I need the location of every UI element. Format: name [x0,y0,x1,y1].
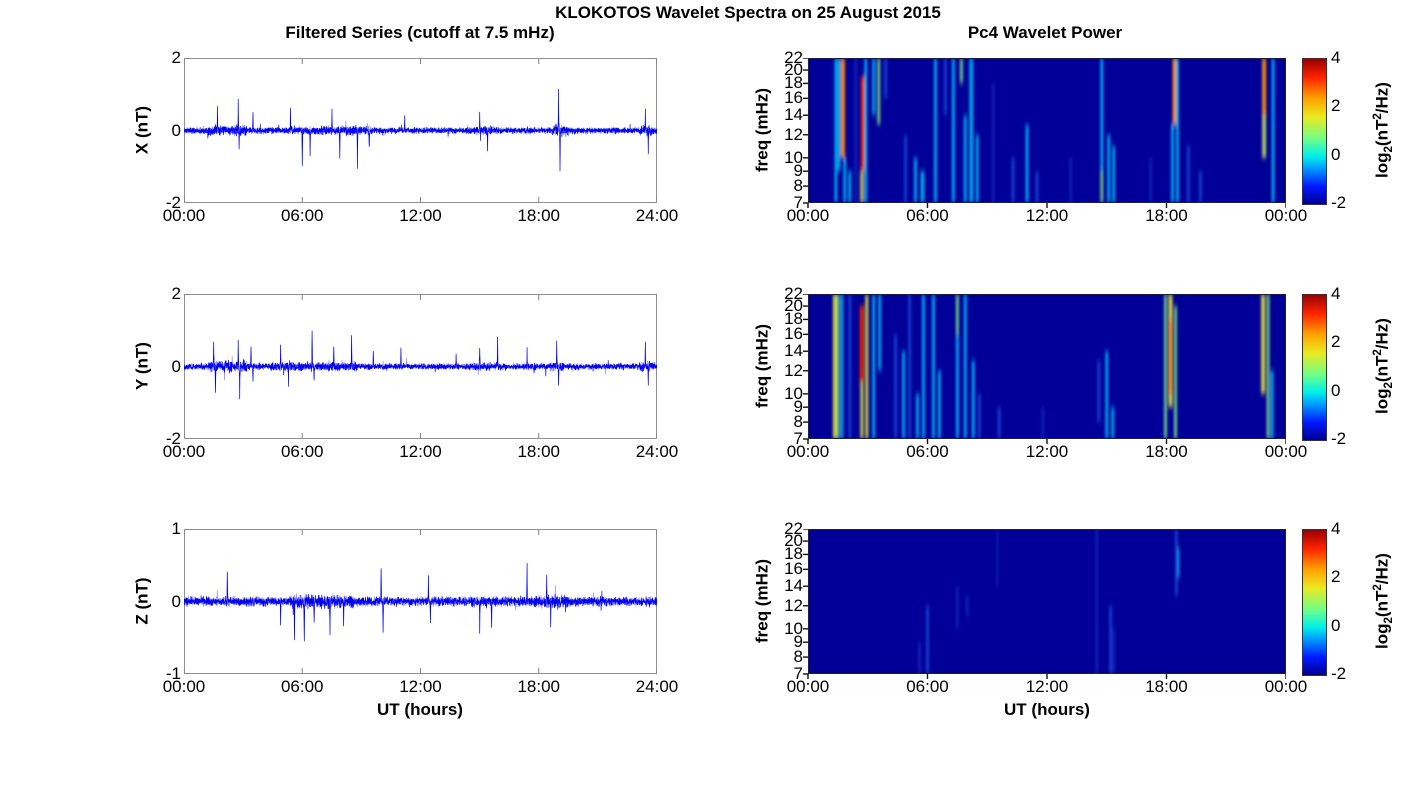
freq-tick-label: 8 [793,412,803,432]
timeseries-x-plot [184,58,657,203]
x-tick-label: 18:00 [517,442,561,461]
x-tick-label: 18:00 [1145,206,1188,225]
freq-tick-label: 8 [793,647,803,667]
freq-tick-label: 10 [784,618,803,638]
x-tick-label: 00:00 [162,677,206,696]
right-column-title: Pc4 Wavelet Power [967,23,1123,42]
x-tick-label: 24:00 [635,442,679,461]
freq-tick-label: 18 [784,309,803,329]
freq-tick-label: 12 [784,595,803,615]
x-tick-label: 18:00 [517,206,561,225]
y-tick-label: -2 [165,193,181,212]
colorbar-tick-label: 2 [1331,96,1341,116]
freq-tick-label: 7 [793,664,803,683]
colorbar-z [1302,529,1327,676]
y-tick-label: 1 [171,519,181,538]
x-axis-label-left: UT (hours) [377,700,463,719]
colorbar-tick-label: 4 [1331,48,1341,67]
freq-tick-label: 9 [793,397,803,417]
colorbar-tick-label: -2 [1331,193,1347,212]
freq-tick-label: 18 [784,73,803,93]
x-axis-label-right: UT (hours) [1004,700,1090,719]
x-tick-label: 06:00 [280,442,324,461]
freq-tick-label: 9 [793,632,803,652]
colorbar-tick-label: -2 [1331,664,1347,683]
freq-tick-label: 14 [784,105,803,125]
colorbar-tick-label: 2 [1331,332,1341,352]
freq-tick-label: 12 [784,360,803,380]
freq-tick-label: 22 [784,284,803,303]
colorbar-tick-label: 4 [1331,519,1341,538]
freq-tick-label: 14 [784,341,803,361]
freq-tick-label: 8 [793,176,803,196]
x-tick-label: 06:00 [280,677,324,696]
freq-tick-label: 22 [784,519,803,538]
y-tick-label: 0 [171,591,181,611]
colorbar-tick-label: 2 [1331,567,1341,587]
x-tick-label: 06:00 [906,677,949,696]
x-tick-label: 12:00 [399,206,442,225]
x-tick-label: 12:00 [1025,206,1069,225]
freq-tick-label: 7 [793,193,803,212]
colorbar-label-y: log2(nT2/Hz) [1372,318,1396,414]
freq-tick-label: 7 [793,429,803,448]
x-tick-label: 06:00 [906,442,949,461]
x-tick-label: 00:00 [1264,206,1308,225]
y-tick-label: -1 [165,664,181,683]
x-tick-label: 06:00 [280,206,324,225]
colorbar-x [1302,58,1327,205]
y-tick-label: -2 [165,429,181,448]
freq-tick-label: 9 [793,161,803,181]
freq-tick-label: 10 [784,147,803,167]
x-tick-label: 24:00 [635,206,679,225]
wavelet-x-plot [803,58,1286,208]
x-tick-label: 00:00 [1264,677,1308,696]
x-tick-label: 06:00 [906,206,949,225]
timeseries-z-plot [184,529,657,674]
x-tick-label: 00:00 [786,206,830,225]
x-tick-label: 12:00 [399,677,442,696]
freq-tick-label: 10 [784,383,803,403]
x-tick-label: 18:00 [1145,677,1188,696]
timeseries-y-plot [184,294,657,439]
freq-tick-label: 16 [784,324,803,344]
x-tick-label: 12:00 [1025,442,1069,461]
freq-tick-label: 14 [784,576,803,596]
colorbar-label-z: log2(nT2/Hz) [1372,553,1396,649]
freq-tick-label: 16 [784,559,803,579]
freq-tick-label: 20 [784,60,803,80]
wavelet-z-plot [803,529,1286,679]
x-tick-label: 00:00 [786,442,830,461]
x-tick-label: 18:00 [1145,442,1188,461]
x-tick-label: 18:00 [517,677,561,696]
y-tick-label: 0 [171,356,181,376]
left-column-title: Filtered Series (cutoff at 7.5 mHz) [285,23,555,42]
x-tick-label: 00:00 [162,442,206,461]
colorbar-tick-label: -2 [1331,429,1347,448]
colorbar-tick-label: 4 [1331,284,1341,303]
freq-tick-label: 22 [784,48,803,67]
wavelet-y-plot [803,294,1286,444]
colorbar-tick-label: 0 [1331,615,1341,635]
colorbar-y [1302,294,1327,441]
freq-tick-label: 12 [784,124,803,144]
x-tick-label: 24:00 [635,677,679,696]
colorbar-label-x: log2(nT2/Hz) [1372,82,1396,178]
colorbar-tick-label: 0 [1331,380,1341,400]
freq-tick-label: 16 [784,88,803,108]
x-tick-label: 12:00 [1025,677,1069,696]
freq-tick-label: 20 [784,531,803,551]
y-tick-label: 2 [171,284,181,303]
x-tick-label: 12:00 [399,442,442,461]
colorbar-tick-label: 0 [1331,144,1341,164]
x-tick-label: 00:00 [1264,442,1308,461]
figure-title: KLOKOTOS Wavelet Spectra on 25 August 20… [555,3,941,22]
freq-tick-label: 20 [784,296,803,316]
x-tick-label: 00:00 [786,677,830,696]
y-tick-label: 0 [171,120,181,140]
y-tick-label: 2 [171,48,181,67]
x-tick-label: 00:00 [162,206,206,225]
freq-tick-label: 18 [784,544,803,564]
